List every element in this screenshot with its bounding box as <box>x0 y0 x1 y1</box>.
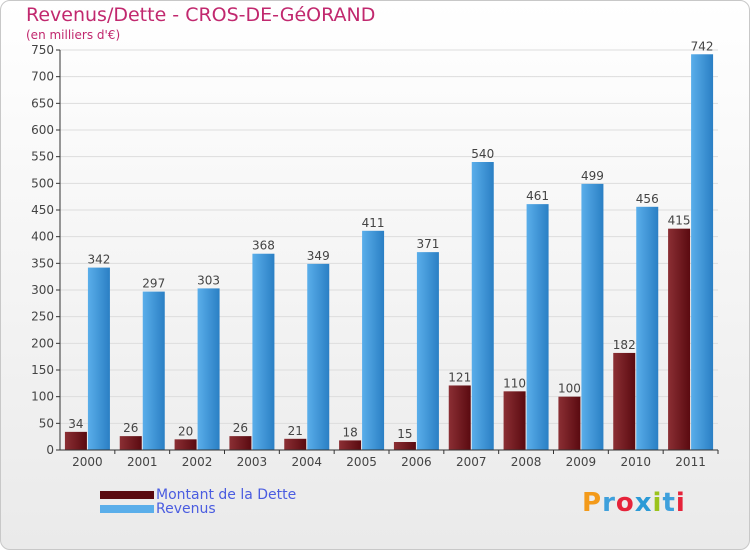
x-tick-label: 2007 <box>456 455 487 469</box>
bar-value-label: 20 <box>178 424 193 438</box>
bar-dette <box>64 431 87 450</box>
legend-swatch-dette <box>100 491 154 499</box>
y-tick-label: 50 <box>39 416 54 430</box>
bar-revenus <box>142 291 165 450</box>
y-tick-label: 100 <box>31 390 54 404</box>
bar-revenus <box>197 288 220 450</box>
x-tick-label: 2010 <box>620 455 651 469</box>
legend-item-revenus: Revenus <box>100 501 216 517</box>
y-tick-label: 250 <box>31 310 54 324</box>
bar-value-label: 415 <box>668 214 691 228</box>
bar-value-label: 21 <box>288 424 303 438</box>
bar-revenus <box>581 183 604 450</box>
bar-value-label: 121 <box>448 370 471 384</box>
logo-letter: i <box>675 488 686 518</box>
bar-value-label: 368 <box>252 239 275 253</box>
bar-value-label: 303 <box>197 273 220 287</box>
bar-dette <box>119 436 142 450</box>
y-tick-label: 450 <box>31 203 54 217</box>
bar-value-label: 26 <box>233 421 248 435</box>
bar-value-label: 499 <box>581 169 604 183</box>
x-tick-label: 2004 <box>291 455 322 469</box>
y-tick-label: 500 <box>31 176 54 190</box>
y-tick-label: 200 <box>31 336 54 350</box>
bar-value-label: 540 <box>471 147 494 161</box>
bar-dette <box>613 352 636 450</box>
y-tick-label: 750 <box>31 43 54 57</box>
y-tick-label: 150 <box>31 363 54 377</box>
y-tick-label: 350 <box>31 256 54 270</box>
bar-value-label: 34 <box>68 417 83 431</box>
bar-value-label: 15 <box>397 427 412 441</box>
bar-value-label: 349 <box>307 249 330 263</box>
bar-dette <box>284 438 307 450</box>
x-tick-label: 2002 <box>182 455 213 469</box>
bar-dette <box>668 228 691 450</box>
chart-subtitle: (en milliers d'€) <box>26 28 121 42</box>
logo-letter: r <box>602 488 616 518</box>
bar-value-label: 182 <box>613 338 636 352</box>
bar-dette <box>558 396 581 450</box>
y-tick-label: 300 <box>31 283 54 297</box>
y-tick-label: 700 <box>31 70 54 84</box>
logo-letter: P <box>582 488 603 518</box>
bar-value-label: 371 <box>416 237 439 251</box>
x-tick-label: 2000 <box>72 455 103 469</box>
logo-letter: o <box>615 488 635 518</box>
y-tick-label: 650 <box>31 96 54 110</box>
bar-value-label: 456 <box>636 192 659 206</box>
bar-dette <box>393 442 416 450</box>
bar-revenus <box>362 230 385 450</box>
bar-value-label: 411 <box>362 216 385 230</box>
x-tick-label: 2009 <box>566 455 597 469</box>
x-tick-label: 2011 <box>675 455 706 469</box>
bar-value-label: 100 <box>558 382 581 396</box>
y-tick-label: 0 <box>46 443 54 457</box>
logo-letter: i <box>652 488 663 518</box>
y-tick-label: 400 <box>31 230 54 244</box>
bar-revenus <box>471 162 494 450</box>
x-tick-label: 2005 <box>346 455 377 469</box>
legend-swatch-revenus <box>100 505 154 513</box>
legend-item-dette: Montant de la Dette <box>100 487 297 503</box>
bar-revenus <box>416 252 439 450</box>
bar-revenus <box>526 204 549 450</box>
bar-dette <box>174 439 197 450</box>
bar-value-label: 26 <box>123 421 138 435</box>
y-tick-label: 600 <box>31 123 54 137</box>
x-tick-label: 2001 <box>127 455 158 469</box>
chart-title: Revenus/Dette - CROS-DE-GéORAND <box>26 4 376 26</box>
x-tick-label: 2006 <box>401 455 432 469</box>
bar-revenus <box>307 263 330 450</box>
bar-value-label: 342 <box>87 253 110 267</box>
logo-letter: t <box>662 488 676 518</box>
bar-revenus <box>87 267 110 450</box>
legend-label-dette: Montant de la Dette <box>156 487 297 503</box>
bar-dette <box>503 391 526 450</box>
bar-revenus <box>252 253 275 450</box>
y-tick-label: 550 <box>31 150 54 164</box>
x-tick-label: 2008 <box>511 455 542 469</box>
bar-dette <box>448 385 471 450</box>
logo-letter: x <box>634 488 653 518</box>
x-tick-label: 2003 <box>237 455 268 469</box>
bar-revenus <box>691 54 714 451</box>
proxiti-logo: Proxiti <box>582 488 686 518</box>
bar-value-label: 18 <box>342 425 357 439</box>
legend-label-revenus: Revenus <box>156 501 216 517</box>
bar-value-label: 742 <box>691 39 714 53</box>
bar-dette <box>339 440 362 450</box>
bar-dette <box>229 436 252 450</box>
bar-value-label: 297 <box>142 277 165 291</box>
bar-value-label: 110 <box>503 376 526 390</box>
bar-revenus <box>636 206 659 450</box>
bar-value-label: 461 <box>526 189 549 203</box>
